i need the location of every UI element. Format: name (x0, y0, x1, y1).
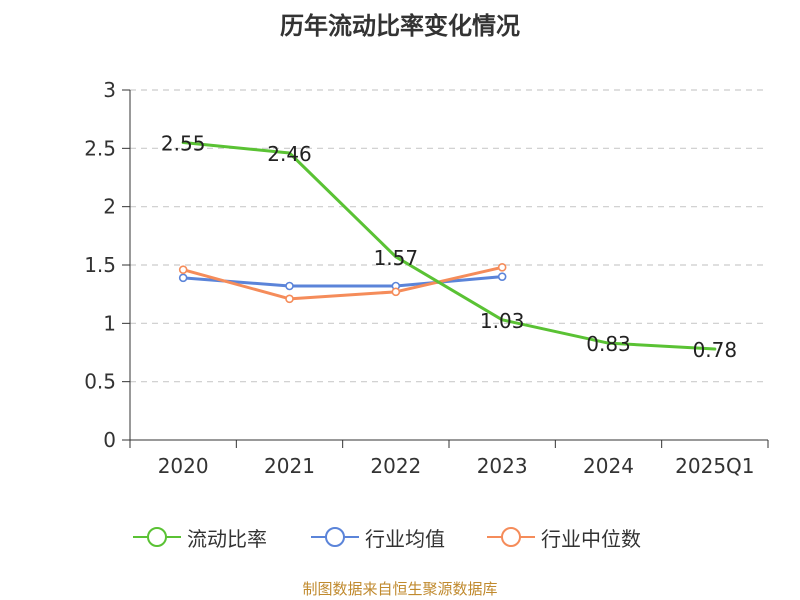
legend-item-industry-median[interactable]: 行业中位数 (487, 521, 641, 553)
series-line-1 (181, 275, 504, 288)
y-tick-label: 1 (103, 311, 116, 335)
grid-lines (130, 89, 768, 383)
legend-label-current-ratio: 流动比率 (187, 526, 267, 551)
x-tick-label: 2025Q1 (675, 454, 754, 478)
data-label: 0.83 (586, 332, 631, 356)
x-tick-label: 2021 (264, 454, 315, 478)
y-tick-label: 0 (103, 428, 116, 452)
legend-item-industry-mean[interactable]: 行业均值 (311, 521, 445, 553)
x-tick-label: 2022 (370, 454, 421, 478)
legend-item-current-ratio[interactable]: 流动比率 (133, 521, 267, 553)
x-tick-label: 2024 (583, 454, 634, 478)
axes: 0 0.5 1 1.5 2 2.5 3 2020 2021 2022 2023 2024 2025Q1 (84, 78, 769, 478)
series-point-2[interactable] (178, 265, 188, 274)
legend-marker-industry-median-icon (487, 527, 535, 547)
series-point-2[interactable] (497, 263, 507, 272)
y-tick-label: 2 (103, 195, 116, 219)
y-tick-label: 0.5 (84, 370, 116, 394)
legend-marker-current-ratio-icon (133, 527, 181, 547)
series-point-2[interactable] (285, 294, 294, 304)
x-tick-label: 2023 (477, 454, 528, 478)
legend-label-industry-median: 行业中位数 (541, 526, 641, 551)
series-line-0 (181, 141, 717, 351)
y-tick-label: 2.5 (84, 136, 116, 160)
series-layer (178, 141, 717, 351)
data-label: 2.46 (267, 142, 312, 166)
data-label: 1.03 (480, 309, 525, 333)
data-labels: 2.55 2.46 1.57 1.03 0.83 0.78 (161, 132, 737, 363)
data-label: 1.57 (374, 246, 419, 270)
data-label: 2.55 (161, 132, 206, 156)
series-line-2 (181, 265, 504, 301)
y-tick-label: 3 (103, 78, 116, 102)
y-tick-label: 1.5 (84, 253, 116, 277)
series-point-1[interactable] (285, 281, 294, 291)
legend-label-industry-mean: 行业均值 (365, 526, 445, 551)
legend-marker-industry-mean-icon (311, 527, 359, 547)
x-tick-label: 2020 (158, 454, 209, 478)
series-point-1[interactable] (497, 272, 507, 281)
source-footer: 制图数据来自恒生聚源数据库 (302, 580, 498, 598)
legend: 流动比率 行业均值 行业中位数 (0, 521, 800, 553)
series-point-2[interactable] (391, 287, 401, 297)
series-point-1[interactable] (178, 273, 188, 283)
data-label: 0.78 (693, 338, 738, 362)
chart-title: 历年流动比率变化情况 (280, 12, 520, 40)
